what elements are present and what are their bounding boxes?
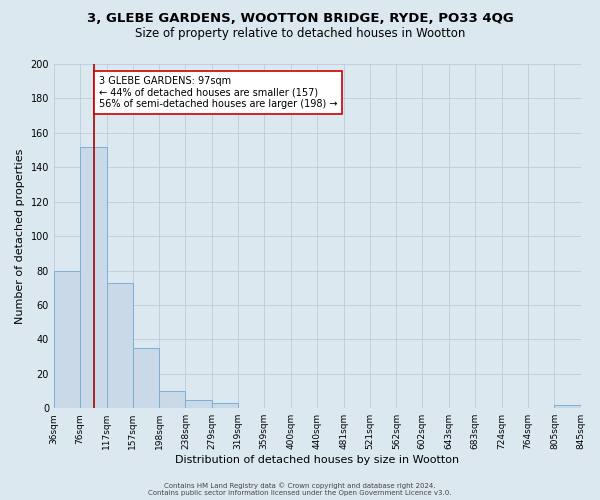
Bar (185, 400, 212, 408)
Text: Size of property relative to detached houses in Wootton: Size of property relative to detached ho… (135, 28, 465, 40)
Text: 3, GLEBE GARDENS, WOOTTON BRIDGE, RYDE, PO33 4QG: 3, GLEBE GARDENS, WOOTTON BRIDGE, RYDE, … (86, 12, 514, 26)
Text: Contains public sector information licensed under the Open Government Licence v3: Contains public sector information licen… (148, 490, 452, 496)
Y-axis label: Number of detached properties: Number of detached properties (15, 148, 25, 324)
X-axis label: Distribution of detached houses by size in Wootton: Distribution of detached houses by size … (175, 455, 459, 465)
Bar (54, 270, 80, 408)
Text: 3 GLEBE GARDENS: 97sqm
← 44% of detached houses are smaller (157)
56% of semi-de: 3 GLEBE GARDENS: 97sqm ← 44% of detached… (99, 76, 337, 109)
Bar (212, 403, 238, 408)
Bar (107, 282, 133, 408)
Bar (554, 405, 581, 408)
Bar (160, 391, 185, 408)
Bar (80, 146, 107, 408)
Text: Contains HM Land Registry data © Crown copyright and database right 2024.: Contains HM Land Registry data © Crown c… (164, 482, 436, 489)
Bar (133, 348, 160, 408)
